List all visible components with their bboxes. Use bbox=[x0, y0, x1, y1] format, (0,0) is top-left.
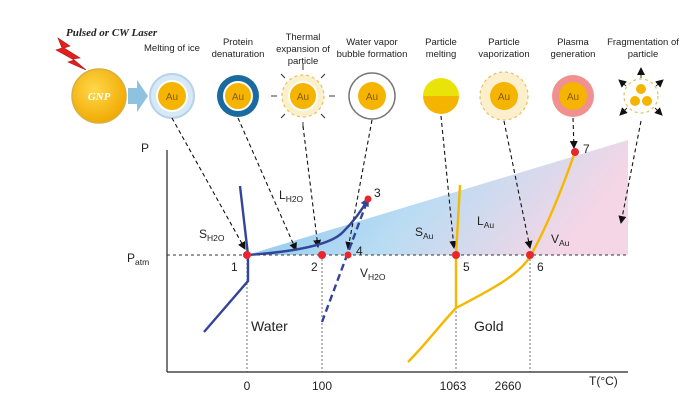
point-6 bbox=[526, 251, 534, 259]
phase-v-h2o: VH2O bbox=[360, 266, 386, 282]
water-curves bbox=[203, 185, 370, 333]
point-1-label: 1 bbox=[231, 260, 238, 274]
stage-7-label: generation bbox=[551, 49, 596, 60]
au-label: Au bbox=[567, 92, 579, 103]
stage-3-label: expansion of bbox=[276, 44, 330, 55]
arrow-right-icon bbox=[128, 80, 148, 112]
au-label: Au bbox=[232, 92, 244, 103]
particle-melting-ice: Au bbox=[149, 73, 195, 119]
au-label: Au bbox=[498, 92, 510, 103]
vaporization-wedge bbox=[247, 140, 628, 255]
particle-vaporization: Au bbox=[479, 71, 529, 121]
au-label: Au bbox=[366, 92, 378, 103]
point-5-label: 5 bbox=[463, 260, 470, 274]
point-3-label: 3 bbox=[374, 186, 381, 200]
point-4-label: 4 bbox=[356, 244, 363, 258]
particle-thermal-expansion: Au bbox=[271, 64, 335, 128]
point-6-label: 6 bbox=[537, 260, 544, 274]
stage-6-label: vaporization bbox=[478, 49, 529, 60]
stage-1-label: Melting of ice bbox=[144, 43, 200, 54]
au-label: Au bbox=[297, 92, 309, 103]
point-2-label: 2 bbox=[311, 260, 318, 274]
stage-3-label: Thermal bbox=[286, 32, 321, 43]
laser-label: Pulsed or CW Laser bbox=[66, 27, 158, 39]
temperature-guides bbox=[246, 255, 531, 372]
x-tick-100: 100 bbox=[312, 379, 332, 393]
stage-4-label: Water vapor bbox=[346, 37, 397, 48]
stage-4-label: bubble formation bbox=[337, 49, 408, 60]
stage-5-label: melting bbox=[426, 49, 457, 60]
particle-fragmentation bbox=[618, 67, 664, 116]
x-tick-0: 0 bbox=[244, 379, 251, 393]
gnp-label: GNP bbox=[88, 91, 111, 103]
stage-2-label: Protein bbox=[223, 37, 253, 48]
point-1 bbox=[243, 251, 251, 259]
lightning-icon bbox=[55, 37, 87, 71]
point-labels: 1 2 3 4 5 6 7 bbox=[231, 142, 590, 274]
x-tick-1063: 1063 bbox=[440, 379, 467, 393]
stage-2-label: denaturation bbox=[212, 49, 265, 60]
phase-s-h2o: SH2O bbox=[199, 227, 225, 243]
point-2 bbox=[318, 251, 326, 259]
particle-vapor-bubble: Au bbox=[348, 72, 396, 120]
phase-s-au: SAu bbox=[415, 225, 434, 241]
stage-labels: Melting of ice Protein denaturation Ther… bbox=[144, 32, 679, 67]
region-water: Water bbox=[251, 318, 288, 334]
phase-v-au: VAu bbox=[551, 232, 570, 248]
stage-8-label: particle bbox=[628, 49, 659, 60]
patm-label: Patm bbox=[127, 251, 149, 267]
stage-6-label: Particle bbox=[488, 37, 520, 48]
x-tick-2660: 2660 bbox=[495, 379, 522, 393]
phase-l-h2o: LH2O bbox=[279, 188, 304, 204]
y-axis-label: P bbox=[141, 141, 149, 155]
point-7-label: 7 bbox=[583, 142, 590, 156]
stage-7-label: Plasma bbox=[557, 37, 589, 48]
point-4 bbox=[344, 251, 352, 259]
point-5 bbox=[452, 251, 460, 259]
phase-l-au: LAu bbox=[477, 214, 494, 230]
region-gold: Gold bbox=[474, 318, 504, 334]
gnp-particle bbox=[71, 68, 127, 124]
x-axis-label: T(°C) bbox=[589, 374, 618, 388]
point-7 bbox=[571, 148, 579, 156]
stage-3-label: particle bbox=[288, 56, 319, 67]
stage-8-label: Fragmentation of bbox=[607, 37, 679, 48]
stage-5-label: Particle bbox=[425, 37, 457, 48]
particle-plasma: Au bbox=[552, 75, 594, 117]
diagram-points bbox=[243, 148, 579, 259]
stage-arrows bbox=[171, 115, 642, 251]
au-label: Au bbox=[166, 92, 178, 103]
particle-melting bbox=[423, 78, 459, 114]
particle-protein-denaturation: Au bbox=[217, 75, 259, 117]
point-3 bbox=[364, 195, 372, 203]
